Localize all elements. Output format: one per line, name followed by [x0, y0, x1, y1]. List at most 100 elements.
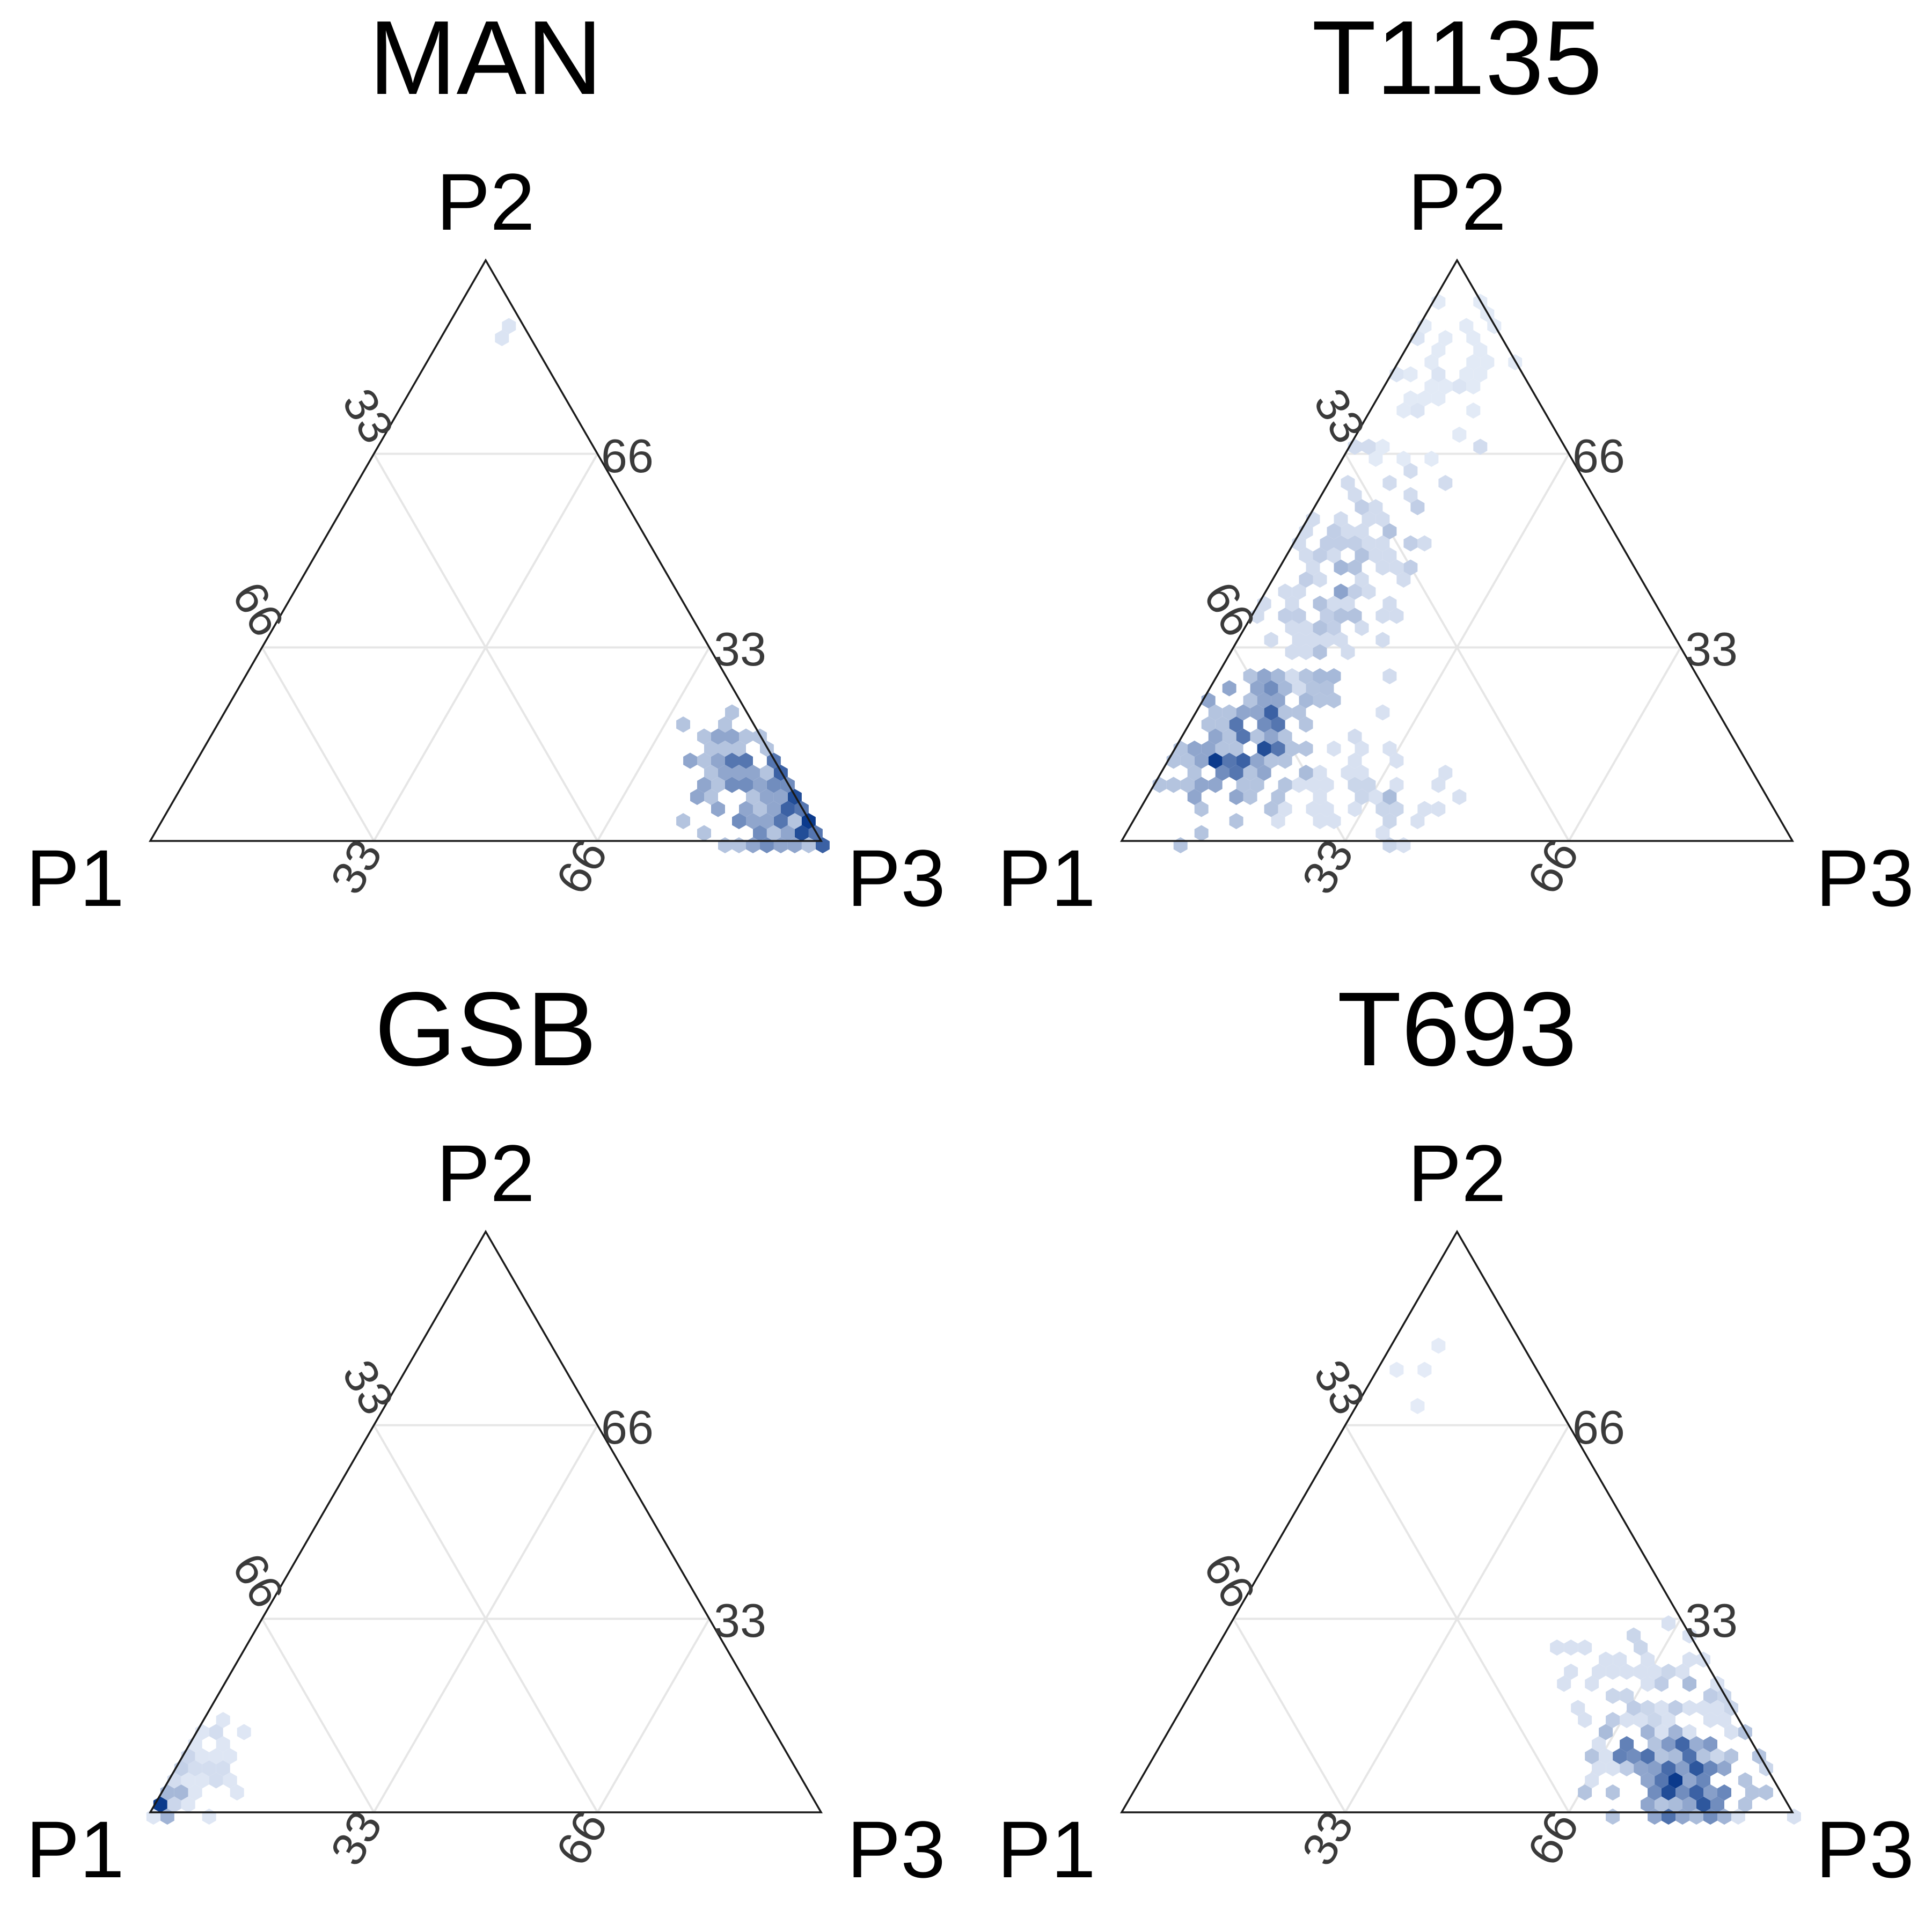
hex-bin	[1452, 789, 1467, 805]
hex-bin	[1417, 801, 1432, 817]
hex-bin	[1703, 1784, 1717, 1801]
hexbin-layer	[1152, 294, 1523, 853]
hex-bin	[1682, 1796, 1696, 1813]
hex-bin	[1201, 716, 1216, 733]
hex-bin	[1620, 1712, 1634, 1728]
hex-bin	[1375, 704, 1390, 721]
hex-bin	[1194, 777, 1209, 793]
hex-bin	[766, 825, 781, 841]
hex-bin	[209, 1772, 223, 1789]
hex-bin	[1194, 825, 1209, 841]
hex-bin	[1348, 801, 1362, 817]
hex-bin	[739, 801, 753, 817]
hex-bin	[1585, 1675, 1599, 1692]
hex-bin	[1696, 1700, 1710, 1716]
hex-bin	[697, 777, 711, 793]
panel-title: T693	[1337, 970, 1577, 1088]
hex-bin	[1738, 1772, 1752, 1789]
hex-bin	[1689, 1760, 1703, 1776]
hex-bin	[1306, 559, 1320, 576]
hex-bin	[1355, 499, 1369, 515]
hexbin-layer	[1389, 1337, 1801, 1825]
hex-bin	[1648, 1712, 1662, 1728]
hex-bin	[725, 728, 739, 745]
hex-bin	[1208, 752, 1223, 769]
hex-bin	[1382, 813, 1397, 829]
hex-bin	[1313, 596, 1327, 612]
hex-bin	[1662, 1712, 1675, 1728]
hex-bin	[732, 741, 746, 757]
hex-bin	[1403, 535, 1418, 552]
hex-bin	[739, 728, 753, 745]
hex-bin	[1585, 1748, 1599, 1765]
hex-bin	[1675, 1664, 1689, 1680]
hex-bin	[1313, 692, 1327, 708]
hex-bin	[1264, 632, 1278, 648]
hex-bin	[202, 1809, 216, 1825]
hex-bin	[1417, 390, 1432, 407]
hex-bin	[1299, 644, 1313, 660]
hex-bin	[1348, 559, 1362, 576]
hex-bin	[1466, 354, 1481, 370]
vertex-label-right: P3	[847, 1804, 945, 1894]
hex-bin	[1334, 535, 1348, 552]
hex-bin	[1648, 1784, 1662, 1801]
hex-bin	[495, 330, 509, 346]
hex-bin	[1271, 668, 1285, 684]
hex-bin	[1215, 741, 1230, 757]
hex-bin	[1292, 583, 1306, 600]
hex-bin	[1668, 1724, 1682, 1740]
hex-bin	[1334, 583, 1348, 600]
hex-bin	[1355, 741, 1369, 757]
hex-bin	[1362, 511, 1376, 528]
hex-bin	[1466, 402, 1481, 419]
hex-bin	[1620, 1688, 1634, 1704]
hex-bin	[1431, 801, 1446, 817]
hex-bin	[1606, 1712, 1620, 1728]
hex-bin	[1417, 535, 1432, 552]
hex-bin	[1257, 765, 1271, 781]
hex-bin	[1208, 728, 1223, 745]
hex-bin	[1403, 463, 1418, 479]
hex-bin	[1271, 789, 1285, 805]
hex-bin	[1396, 572, 1411, 588]
hex-bin	[690, 789, 704, 805]
hex-bin	[1682, 1724, 1696, 1740]
hex-bin	[780, 825, 795, 841]
hex-bin	[1278, 801, 1292, 817]
hex-bin	[760, 813, 774, 829]
hex-bin	[1229, 716, 1243, 733]
hex-bin	[1696, 1748, 1710, 1765]
hex-bin	[1375, 559, 1390, 576]
hex-bin	[1438, 765, 1453, 781]
hex-bin	[1362, 438, 1376, 455]
hex-bin	[1355, 547, 1369, 564]
ternary-grid	[261, 1424, 711, 1813]
hex-bin	[195, 1772, 209, 1789]
hex-bin	[1592, 1664, 1606, 1680]
hex-bin	[216, 1736, 230, 1752]
hex-bin	[1313, 620, 1327, 636]
hex-bin	[1313, 765, 1327, 781]
hex-bin	[1250, 752, 1264, 769]
hex-bin	[1375, 511, 1390, 528]
hex-bin	[1682, 1700, 1696, 1716]
triangle-outline	[148, 258, 823, 842]
hex-bin	[1271, 813, 1285, 829]
vertex-label-right: P3	[1816, 833, 1914, 923]
hex-bin	[1348, 535, 1362, 552]
hex-bin	[1257, 692, 1271, 708]
tick-label: 66	[601, 429, 654, 482]
vertex-label-left: P1	[26, 1804, 124, 1894]
tick-label: 66	[1194, 1545, 1266, 1616]
hex-bin	[1675, 1736, 1689, 1752]
hex-bin	[1717, 1784, 1731, 1801]
hex-bin	[1250, 704, 1264, 721]
hex-bin	[1662, 1736, 1675, 1752]
hex-bin	[1675, 1784, 1689, 1801]
hex-bin	[1648, 1760, 1662, 1776]
hex-bin	[1285, 620, 1299, 636]
hex-bin	[746, 765, 760, 781]
hex-bin	[1431, 1337, 1446, 1354]
